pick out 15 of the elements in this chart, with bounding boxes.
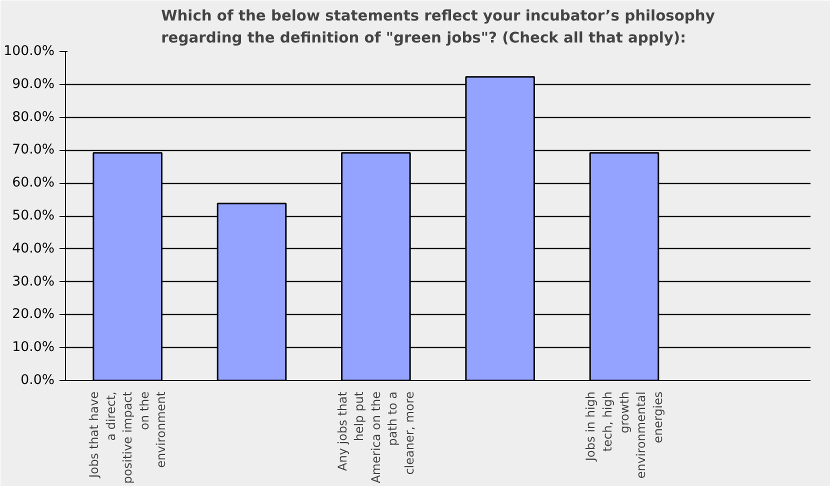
y-tick-label: 60.0% bbox=[12, 176, 55, 191]
y-tick-label: 90.0% bbox=[12, 76, 55, 92]
y-tick-label: 40.0% bbox=[12, 241, 55, 256]
y-tick-label: 20.0% bbox=[12, 307, 55, 322]
y-tick-label: 30.0% bbox=[12, 274, 55, 290]
y-tick-label: 70.0% bbox=[12, 142, 55, 158]
chart-title: Which of the below statements reflect your incubator’s philosophy regarding the definition of "green jobs"? (Check all that apply): bbox=[161, 7, 716, 46]
y-tick-label: 80.0% bbox=[12, 110, 55, 125]
y-tick-label: 0.0% bbox=[20, 373, 55, 388]
y-tick-label: 100.0% bbox=[4, 44, 55, 59]
y-tick-label: 50.0% bbox=[12, 208, 55, 224]
x-tick-label: Any jobs that help put America on the path to a cleaner, more bbox=[335, 391, 417, 484]
y-tick-label: 10.0% bbox=[12, 340, 55, 356]
x-tick-label: Jobs that have a direct, positive impact on the environment bbox=[86, 391, 168, 484]
x-tick-label: Jobs in high tech, high growth environmental energies bbox=[584, 391, 665, 479]
